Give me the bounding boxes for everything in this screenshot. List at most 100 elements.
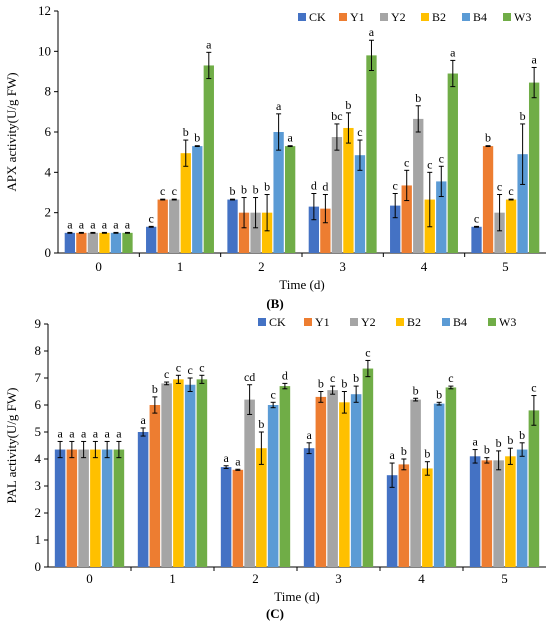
bar-ck xyxy=(303,448,315,567)
bar-ck xyxy=(469,456,481,567)
significance-letter: a xyxy=(140,413,146,427)
significance-letter: b xyxy=(485,131,491,145)
legend-swatch-b4 xyxy=(462,13,470,21)
legend-label: B2 xyxy=(432,10,446,24)
y-tick-label: 0 xyxy=(35,559,42,574)
y-tick-label: 4 xyxy=(45,164,52,179)
bar-b4 xyxy=(101,449,113,567)
legend-label: Y1 xyxy=(315,315,330,329)
bar-y1 xyxy=(320,208,331,253)
bar-w3 xyxy=(196,379,208,567)
legend-swatch-w3 xyxy=(488,318,496,326)
bar-b2 xyxy=(256,448,267,567)
significance-letter: c xyxy=(439,151,444,165)
bar-b4 xyxy=(354,155,366,253)
bar-y2 xyxy=(78,449,89,567)
legend-swatch-b2 xyxy=(421,13,429,21)
bar-w3 xyxy=(284,146,296,253)
legend: CK Y1 Y2 B2 B4 W3 xyxy=(258,315,516,329)
significance-letter: c xyxy=(427,157,432,171)
bar-ck xyxy=(137,432,149,567)
legend-label: Y2 xyxy=(361,315,376,329)
y-tick-label: 9 xyxy=(35,316,42,331)
bar-b2 xyxy=(99,232,110,253)
legend-swatch-b4 xyxy=(442,318,450,326)
significance-letter: b xyxy=(241,183,247,197)
significance-letter: b xyxy=(507,433,513,447)
bar-y1 xyxy=(232,469,244,567)
significance-letter: c xyxy=(393,179,398,193)
bar-y1 xyxy=(482,146,494,253)
bar-y2 xyxy=(327,390,338,567)
significance-letter: b xyxy=(152,382,158,396)
significance-letter: a xyxy=(102,217,108,231)
bar-w3 xyxy=(528,410,540,567)
legend: CK Y1 Y2 B2 B4 W3 xyxy=(298,10,531,24)
bar-b4 xyxy=(184,384,196,567)
bar-b4 xyxy=(192,146,203,253)
significance-letter: b xyxy=(519,428,525,442)
significance-letter: d xyxy=(311,179,317,193)
significance-letter: a xyxy=(125,217,131,231)
significance-letter: c xyxy=(404,155,409,169)
bar-b4 xyxy=(267,405,279,567)
y-tick-label: 0 xyxy=(45,245,52,260)
y-tick-label: 5 xyxy=(35,424,42,439)
significance-letter: b xyxy=(345,98,351,112)
significance-letter: c xyxy=(330,371,335,385)
significance-letter: a xyxy=(116,426,122,440)
significance-letter: b xyxy=(415,91,421,105)
legend-swatch-y1 xyxy=(339,13,347,21)
legend-swatch-ck xyxy=(298,13,306,21)
bar-b2 xyxy=(173,379,184,567)
significance-letter: c xyxy=(365,345,370,359)
significance-letter: b xyxy=(194,131,200,145)
bar-w3 xyxy=(122,232,133,253)
legend-label: CK xyxy=(269,315,286,329)
significance-letter: b xyxy=(520,109,526,123)
significance-letter: a xyxy=(369,25,375,39)
bar-ck xyxy=(227,199,238,253)
y-tick-label: 6 xyxy=(35,397,42,412)
significance-letter: d xyxy=(322,180,328,194)
bar-y1 xyxy=(149,405,161,567)
bar-b4 xyxy=(273,132,284,253)
significance-letter: a xyxy=(69,426,75,440)
significance-letter: b xyxy=(353,371,359,385)
significance-letter: c xyxy=(474,211,479,225)
significance-letter: a xyxy=(79,217,85,231)
legend-label: B4 xyxy=(473,10,487,24)
bar-ck xyxy=(308,206,320,253)
x-tick-label: 1 xyxy=(177,259,184,274)
significance-letter: a xyxy=(306,428,312,442)
significance-letter: b xyxy=(496,436,502,450)
bar-b4 xyxy=(517,154,528,253)
y-axis-title: APX activity(U/g FW) xyxy=(4,72,19,191)
bar-w3 xyxy=(203,65,214,253)
significance-letter: a xyxy=(57,426,63,440)
significance-letter: b xyxy=(413,383,419,397)
bar-w3 xyxy=(366,55,377,253)
significance-letter: b xyxy=(424,447,430,461)
bar-w3 xyxy=(447,73,458,254)
bar-y2 xyxy=(244,399,255,567)
legend-label: W3 xyxy=(514,10,531,24)
bar-ck xyxy=(390,205,401,253)
bar-b2 xyxy=(261,212,273,253)
bar-y2 xyxy=(169,199,180,253)
bar-w3 xyxy=(362,368,374,567)
bar-b2 xyxy=(90,449,101,567)
bar-y2 xyxy=(87,232,99,253)
bar-b4 xyxy=(516,449,528,567)
bar-b4 xyxy=(436,181,447,253)
bar-w3 xyxy=(528,82,540,253)
legend-label: B4 xyxy=(453,315,467,329)
significance-letter: c xyxy=(497,180,502,194)
y-tick-label: 1 xyxy=(35,532,42,547)
x-tick-label: 1 xyxy=(169,571,176,586)
bar-y1 xyxy=(66,449,78,567)
significance-letter: c xyxy=(160,184,165,198)
y-tick-label: 12 xyxy=(38,3,51,18)
bar-y1 xyxy=(481,460,493,567)
